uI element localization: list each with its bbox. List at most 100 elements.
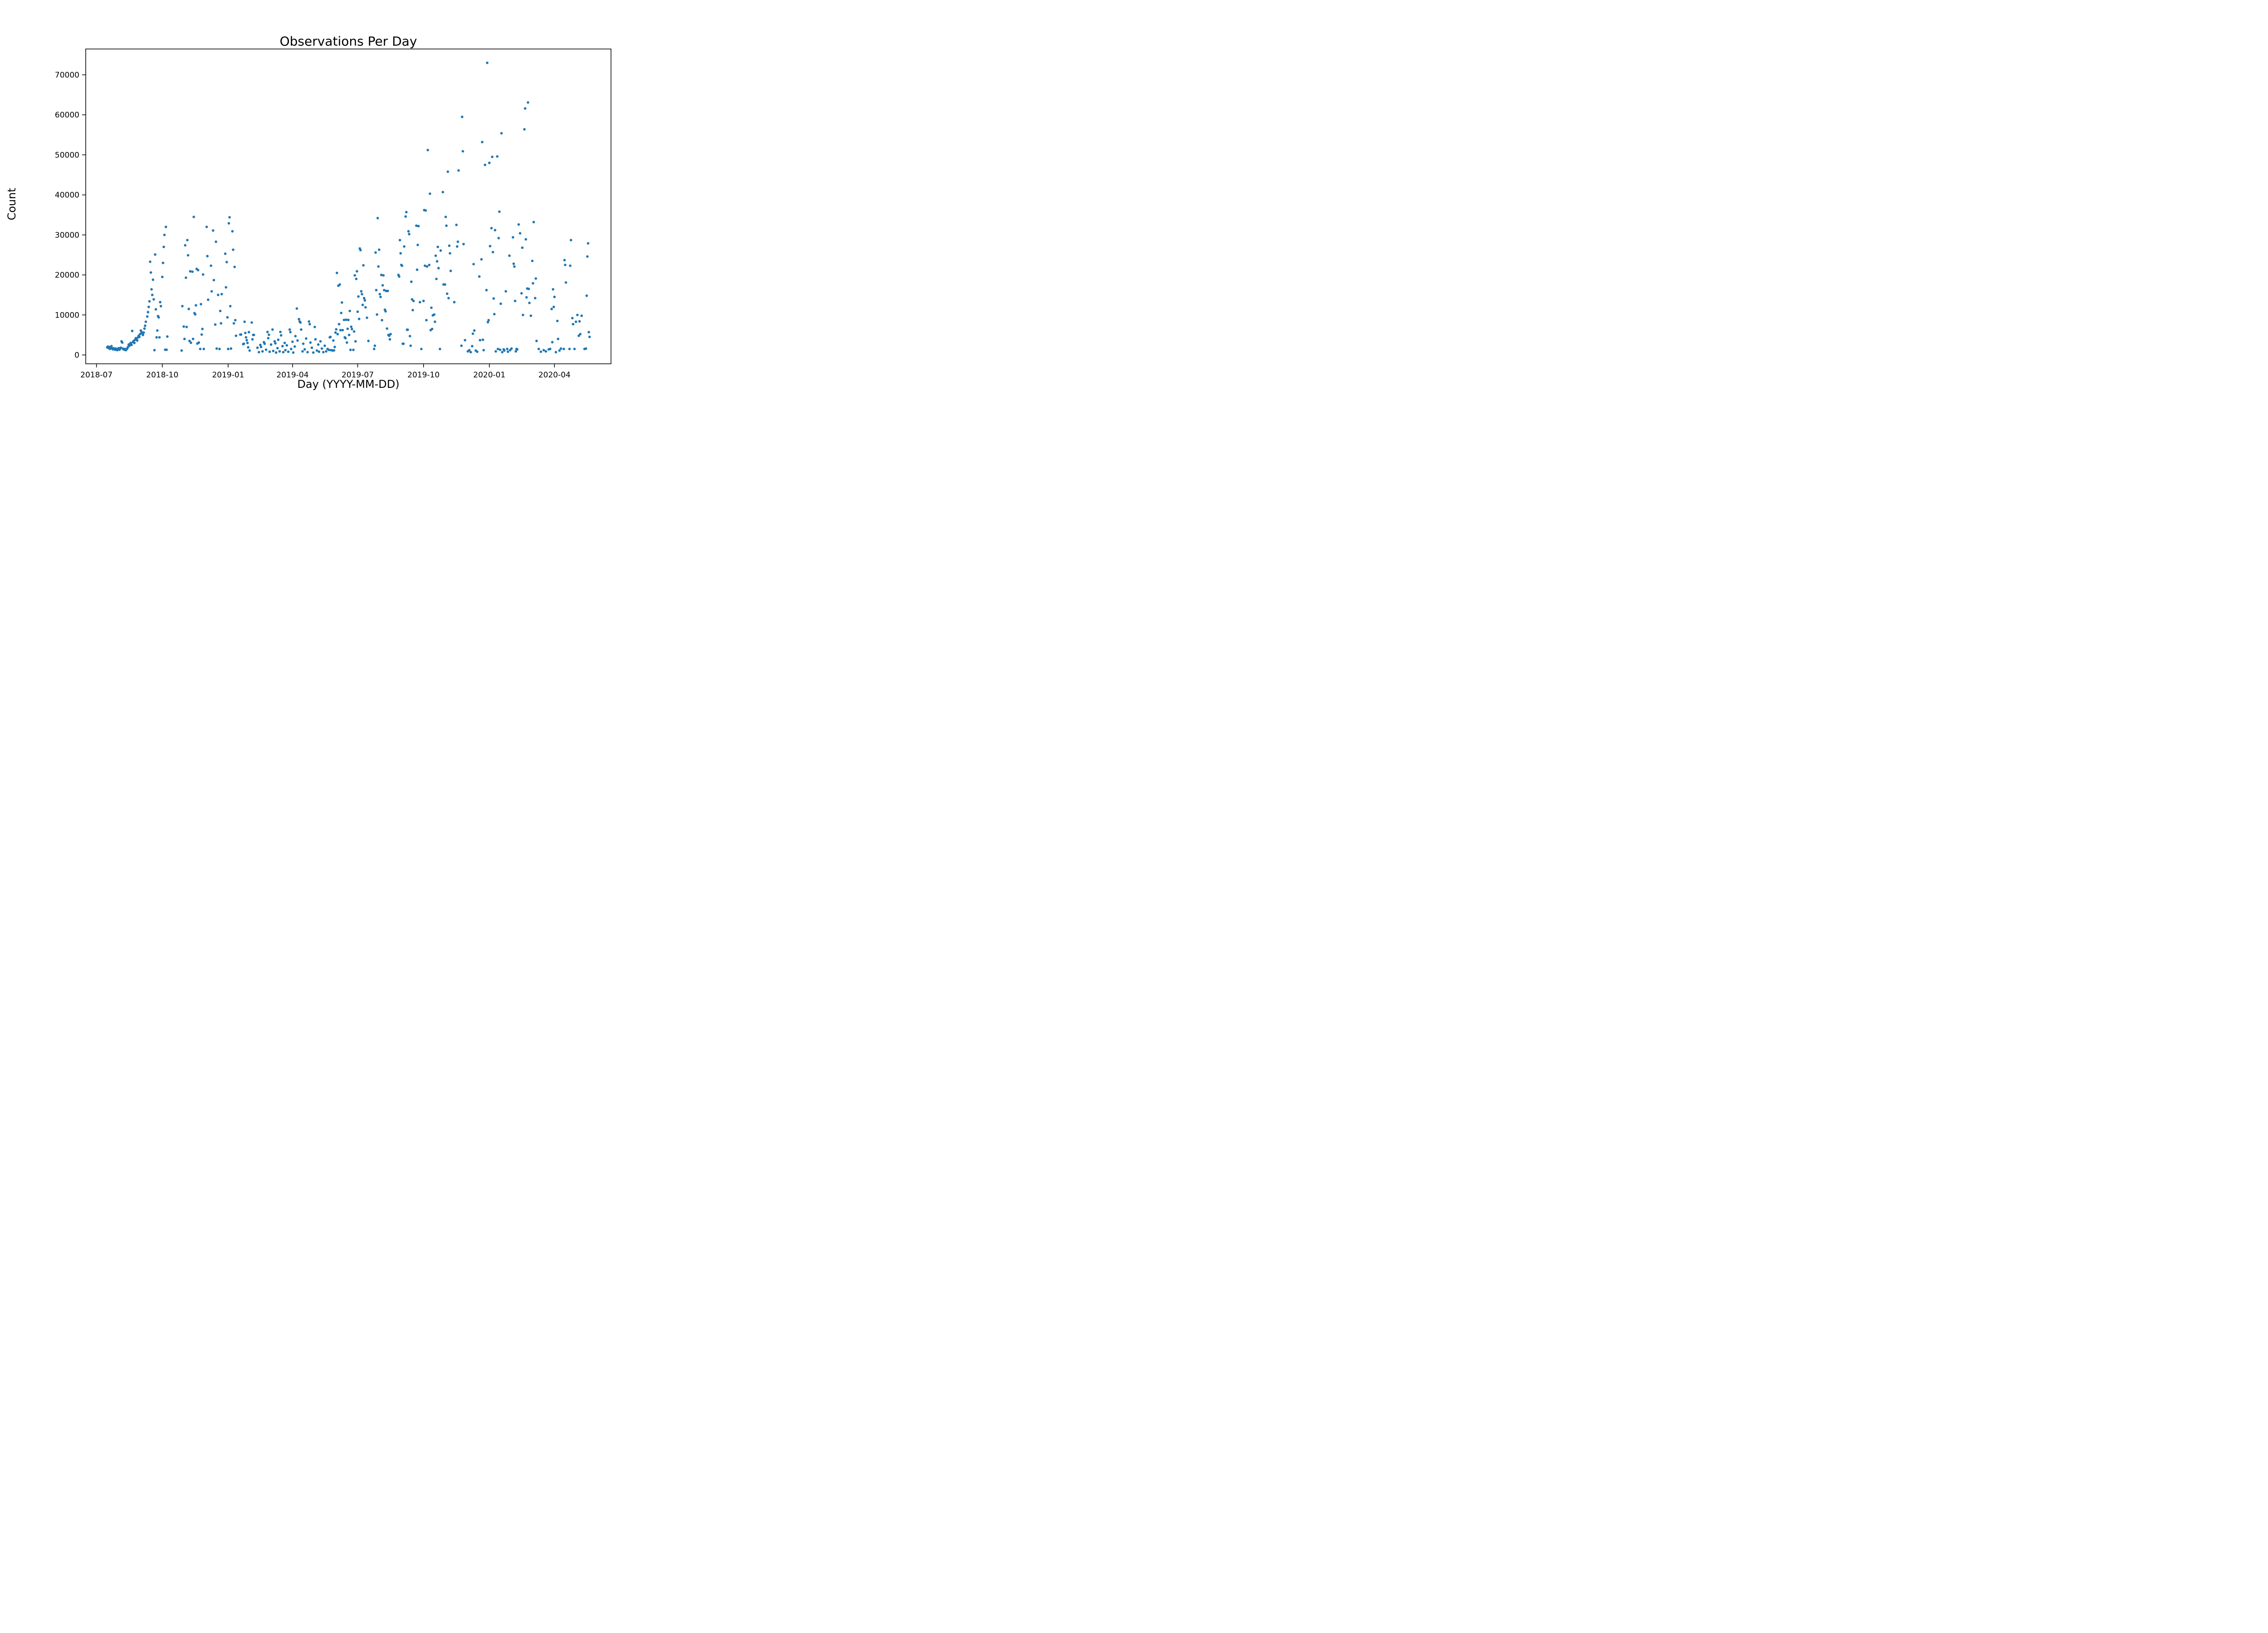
- data-point: [212, 229, 215, 232]
- data-point: [549, 347, 552, 351]
- data-point: [572, 323, 575, 326]
- y-tick-label: 0: [74, 351, 79, 360]
- data-point: [144, 324, 147, 327]
- data-point: [486, 61, 489, 64]
- y-axis: 0 10000 20000 30000 40000 50000 60000 70000: [55, 71, 86, 360]
- data-point: [445, 224, 448, 227]
- data-point: [349, 348, 352, 352]
- data-point: [268, 333, 270, 336]
- data-point: [149, 271, 152, 274]
- x-tick-label: 2019-04: [276, 371, 308, 380]
- data-point: [261, 350, 264, 353]
- data-point: [130, 343, 133, 347]
- data-point: [290, 347, 293, 351]
- data-point: [564, 281, 567, 284]
- data-point: [407, 230, 410, 233]
- data-point: [310, 346, 313, 349]
- data-point: [148, 300, 151, 303]
- data-point: [441, 191, 445, 194]
- x-tick-label: 2019-01: [212, 371, 244, 380]
- data-point: [181, 305, 184, 308]
- data-point: [444, 283, 446, 286]
- data-point: [202, 347, 205, 351]
- data-point: [157, 316, 160, 319]
- data-point: [323, 344, 326, 347]
- data-point: [580, 314, 583, 317]
- data-point: [527, 288, 530, 290]
- data-point: [142, 331, 145, 334]
- data-point: [486, 321, 489, 323]
- data-point: [352, 330, 356, 333]
- data-point: [327, 348, 331, 352]
- data-point: [587, 331, 590, 333]
- data-point: [522, 313, 524, 317]
- data-point: [373, 347, 376, 351]
- data-point: [165, 348, 168, 351]
- data-point: [154, 308, 157, 311]
- data-point: [411, 308, 414, 312]
- y-tick-label: 20000: [55, 271, 79, 280]
- x-axis: 2018-07 2018-10 2019-01 2019-04 2019-07 2019-…: [80, 364, 571, 380]
- data-point: [333, 346, 336, 348]
- data-point: [231, 230, 234, 233]
- data-point: [227, 222, 230, 225]
- data-point: [302, 342, 305, 345]
- data-point: [497, 237, 500, 240]
- data-point: [229, 305, 232, 308]
- data-point: [192, 215, 196, 219]
- data-point: [228, 216, 231, 219]
- data-point: [139, 332, 142, 336]
- data-point: [303, 348, 306, 351]
- data-point: [352, 348, 355, 352]
- data-point: [578, 320, 581, 323]
- data-point: [210, 290, 213, 293]
- data-point: [312, 351, 315, 354]
- data-point: [585, 294, 588, 297]
- data-point: [250, 321, 253, 324]
- data-point: [490, 227, 493, 230]
- data-point: [166, 335, 169, 338]
- data-point: [362, 264, 365, 267]
- data-point: [153, 349, 156, 352]
- data-point: [318, 350, 321, 353]
- data-point: [473, 329, 476, 332]
- data-point: [292, 351, 295, 354]
- data-point: [425, 319, 428, 322]
- data-point: [512, 236, 514, 239]
- data-point: [210, 264, 212, 267]
- data-point: [183, 337, 186, 340]
- data-point: [577, 334, 580, 337]
- data-point: [415, 268, 419, 271]
- data-point: [416, 244, 419, 246]
- data-point: [553, 295, 556, 298]
- data-point: [444, 215, 447, 219]
- scatter-plot-canvas: 2018-07 2018-10 2019-01 2019-04 2019-07 2019-…: [55, 49, 611, 380]
- data-point: [281, 345, 284, 347]
- x-tick-label: 2018-07: [80, 371, 112, 380]
- data-point: [314, 338, 317, 341]
- data-point: [528, 302, 531, 304]
- data-point: [190, 341, 192, 344]
- plot-border: [85, 49, 611, 364]
- data-point: [552, 288, 554, 291]
- data-point: [341, 329, 344, 332]
- data-point: [142, 333, 145, 337]
- data-point: [282, 351, 285, 354]
- data-point: [513, 299, 517, 303]
- data-point: [531, 259, 534, 262]
- data-point: [491, 251, 494, 254]
- data-point: [456, 240, 459, 243]
- data-point: [472, 263, 475, 266]
- data-point: [376, 217, 379, 220]
- data-point: [439, 249, 442, 252]
- data-point: [252, 333, 255, 337]
- data-point: [375, 288, 378, 292]
- data-point: [269, 343, 273, 346]
- data-point: [350, 325, 353, 328]
- x-tick-label: 2020-01: [473, 371, 505, 380]
- data-point: [489, 244, 492, 248]
- data-point: [259, 343, 262, 347]
- data-point: [291, 340, 294, 343]
- data-point: [287, 350, 290, 353]
- data-point: [332, 339, 335, 342]
